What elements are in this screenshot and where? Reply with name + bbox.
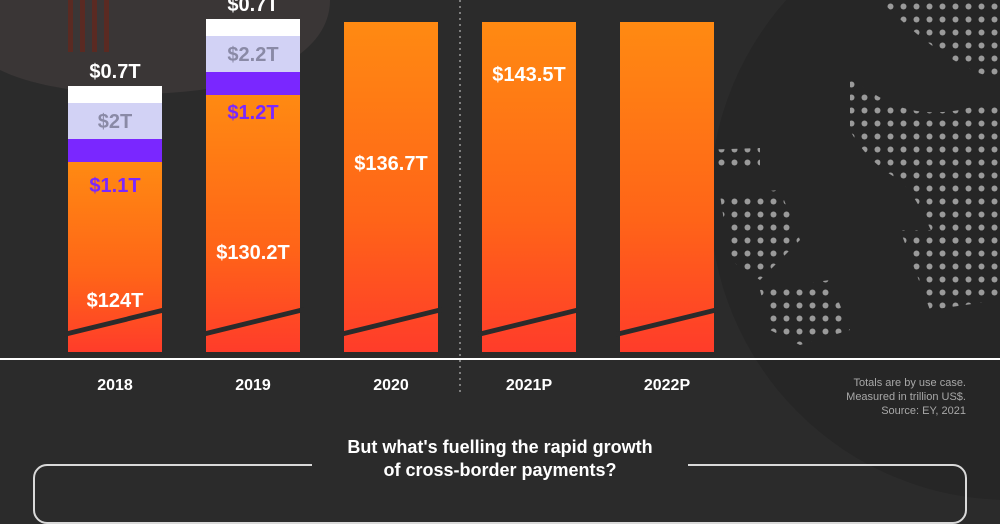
data-label: $0.7T — [227, 0, 278, 16]
bar-segment-3 — [68, 86, 162, 103]
bar-segment-main — [482, 22, 576, 352]
bar-segment-main — [206, 95, 300, 352]
data-label: $0.7T — [89, 61, 140, 83]
axis-break-mark — [616, 307, 718, 337]
data-label: $2T — [98, 111, 132, 133]
chart-area: $1.1T $2T $0.7T $124T $1.2T $2.2T $0.7T $130.2T… — [0, 0, 1000, 500]
footnote-line-2: Measured in trillion US$. — [846, 391, 966, 403]
data-label: $136.7T — [354, 153, 427, 175]
bar-segment-main — [344, 22, 438, 352]
bar-segment-main — [620, 22, 714, 352]
axis-break-mark — [64, 307, 166, 337]
bar-segment-2 — [206, 36, 300, 72]
question-box-gap — [312, 456, 688, 476]
data-label: $1.1T — [89, 175, 140, 197]
question-line-2: of cross-border payments? — [383, 460, 617, 480]
axis-break-mark — [340, 307, 442, 337]
data-label: $124T — [87, 290, 144, 312]
source-footnote: Totals are by use case. Measured in tril… — [846, 376, 966, 418]
axis-break-mark — [202, 307, 304, 337]
data-label: $2.2T — [227, 44, 278, 66]
question-line-1: But what's fuelling the rapid growth — [347, 437, 653, 457]
x-tick-label: 2019 — [235, 377, 271, 394]
bar-segment-1 — [206, 72, 300, 95]
bar-segment-2 — [68, 103, 162, 139]
question-heading: But what's fuelling the rapid growth of … — [0, 436, 1000, 482]
x-tick-label: 2021P — [506, 377, 553, 394]
x-tick-label: 2022P — [644, 377, 691, 394]
footnote-line-1: Totals are by use case. — [853, 377, 966, 389]
background-stripes — [68, 0, 109, 52]
data-label: $1.2T — [227, 102, 278, 124]
footnote-line-3: Source: EY, 2021 — [881, 405, 966, 417]
bar-segment-3 — [206, 19, 300, 36]
axis-break-mark — [478, 307, 580, 337]
background-art — [0, 0, 1000, 500]
data-label: $143.5T — [492, 64, 565, 86]
bar-segment-1 — [68, 139, 162, 162]
x-tick-label: 2018 — [97, 377, 133, 394]
x-tick-label: 2020 — [373, 377, 409, 394]
data-label: $130.2T — [216, 242, 289, 264]
globe — [710, 0, 1000, 500]
